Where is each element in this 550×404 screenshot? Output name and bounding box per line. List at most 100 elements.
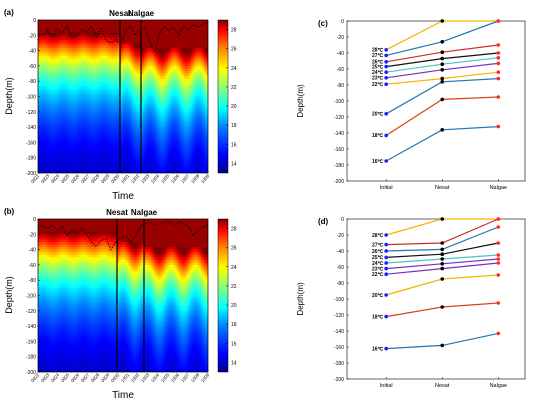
heatmap-cell [104, 76, 107, 80]
heatmap-cell [74, 58, 77, 62]
heatmap-cell [107, 50, 110, 54]
heatmap-cell [81, 91, 84, 95]
heatmap-cell [114, 137, 117, 141]
heatmap-cell [96, 137, 98, 141]
heatmap-cell [152, 88, 155, 92]
heatmap-cell [46, 83, 49, 87]
heatmap-cell [89, 58, 91, 62]
heatmap-cell [147, 162, 149, 166]
heatmap-cell [70, 137, 73, 141]
heatmap-cell [73, 167, 76, 171]
heatmap-cell [38, 68, 40, 72]
heatmap-cell [73, 137, 76, 141]
heatmap-cell [76, 53, 79, 57]
heatmap-cell [111, 122, 114, 125]
heatmap-cell [96, 144, 98, 148]
heatmap-cell [40, 114, 43, 118]
heatmap-cell [114, 109, 117, 113]
heatmap-cell [96, 78, 98, 82]
heatmap-cell [72, 32, 74, 36]
heatmap-cell [121, 53, 124, 57]
heatmap-cell [103, 144, 105, 148]
heatmap-cell [96, 134, 98, 138]
heatmap-cell [103, 167, 105, 171]
heatmap-cell [66, 63, 69, 67]
heatmap-cell [43, 91, 46, 95]
heatmap-cell [77, 60, 80, 64]
heatmap-cell [135, 170, 138, 173]
heatmap-cell [79, 81, 81, 85]
heatmap-cell [79, 37, 81, 41]
heatmap-cell [145, 35, 148, 39]
heatmap-cell [124, 165, 127, 169]
heatmap-cell [91, 60, 94, 64]
heatmap-cell [52, 104, 54, 108]
heatmap-cell [145, 160, 148, 164]
heatmap-cell [125, 160, 128, 164]
heatmap-cell [144, 147, 147, 151]
heatmap-cell [144, 101, 147, 105]
heatmap-cell [80, 78, 83, 82]
heatmap-cell [154, 106, 156, 110]
heatmap-cell [79, 124, 81, 128]
heatmap-cell [50, 132, 53, 136]
heatmap-cell [42, 142, 45, 146]
heatmap-cell [147, 129, 149, 133]
heatmap-cell [121, 101, 124, 105]
heatmap-cell [63, 86, 66, 90]
heatmap-cell [107, 116, 110, 120]
heatmap-cell [97, 65, 100, 69]
heatmap-cell [149, 111, 152, 115]
heatmap-cell [87, 129, 90, 133]
heatmap-cell [38, 55, 40, 59]
heatmap-cell [117, 106, 120, 110]
heatmap-cell [62, 88, 64, 92]
heatmap-cell [45, 73, 47, 77]
heatmap-cell [67, 129, 70, 133]
heatmap-cell [47, 91, 50, 95]
heatmap-cell [107, 129, 110, 133]
heatmap-cell [40, 55, 43, 59]
heatmap-cell [55, 162, 57, 166]
heatmap-cell [151, 68, 154, 72]
heatmap-cell [138, 139, 141, 143]
heatmap-cell [106, 93, 108, 97]
heatmap-cell [108, 65, 111, 69]
heatmap-cell [83, 76, 86, 80]
heatmap-cell [145, 101, 148, 105]
heatmap-cell [53, 170, 56, 173]
heatmap-cell [147, 63, 149, 67]
heatmap-cell [50, 81, 53, 85]
heatmap-cell [144, 142, 147, 146]
heatmap-cell [131, 63, 134, 67]
heatmap-cell [155, 42, 158, 46]
heatmap-cell [96, 81, 98, 85]
heatmap-cell [149, 65, 152, 69]
heatmap-cell [108, 86, 111, 90]
heatmap-cell [66, 122, 69, 125]
heatmap-cell [142, 134, 145, 138]
heatmap-cell [147, 27, 149, 31]
heatmap-cell [73, 104, 76, 108]
heatmap-cell [40, 60, 43, 64]
heatmap-cell [152, 99, 155, 102]
heatmap-cell [107, 68, 110, 72]
heatmap-cell [132, 162, 135, 166]
heatmap-cell [137, 144, 139, 148]
heatmap-cell [135, 42, 138, 46]
heatmap-cell [107, 30, 110, 34]
heatmap-cell [120, 35, 122, 39]
heatmap-cell [128, 139, 131, 143]
heatmap-cell [84, 132, 87, 136]
heatmap-cell [121, 132, 124, 136]
heatmap-cell [84, 111, 87, 115]
heatmap-cell [147, 88, 149, 92]
heatmap-cell [142, 152, 145, 156]
heatmap-cell [87, 142, 90, 146]
heatmap-cell [124, 32, 127, 36]
heatmap-cell [60, 76, 63, 80]
heatmap-cell [72, 40, 74, 44]
heatmap-cell [49, 119, 52, 123]
heatmap-cell [108, 111, 111, 115]
heatmap-cell [96, 93, 98, 97]
